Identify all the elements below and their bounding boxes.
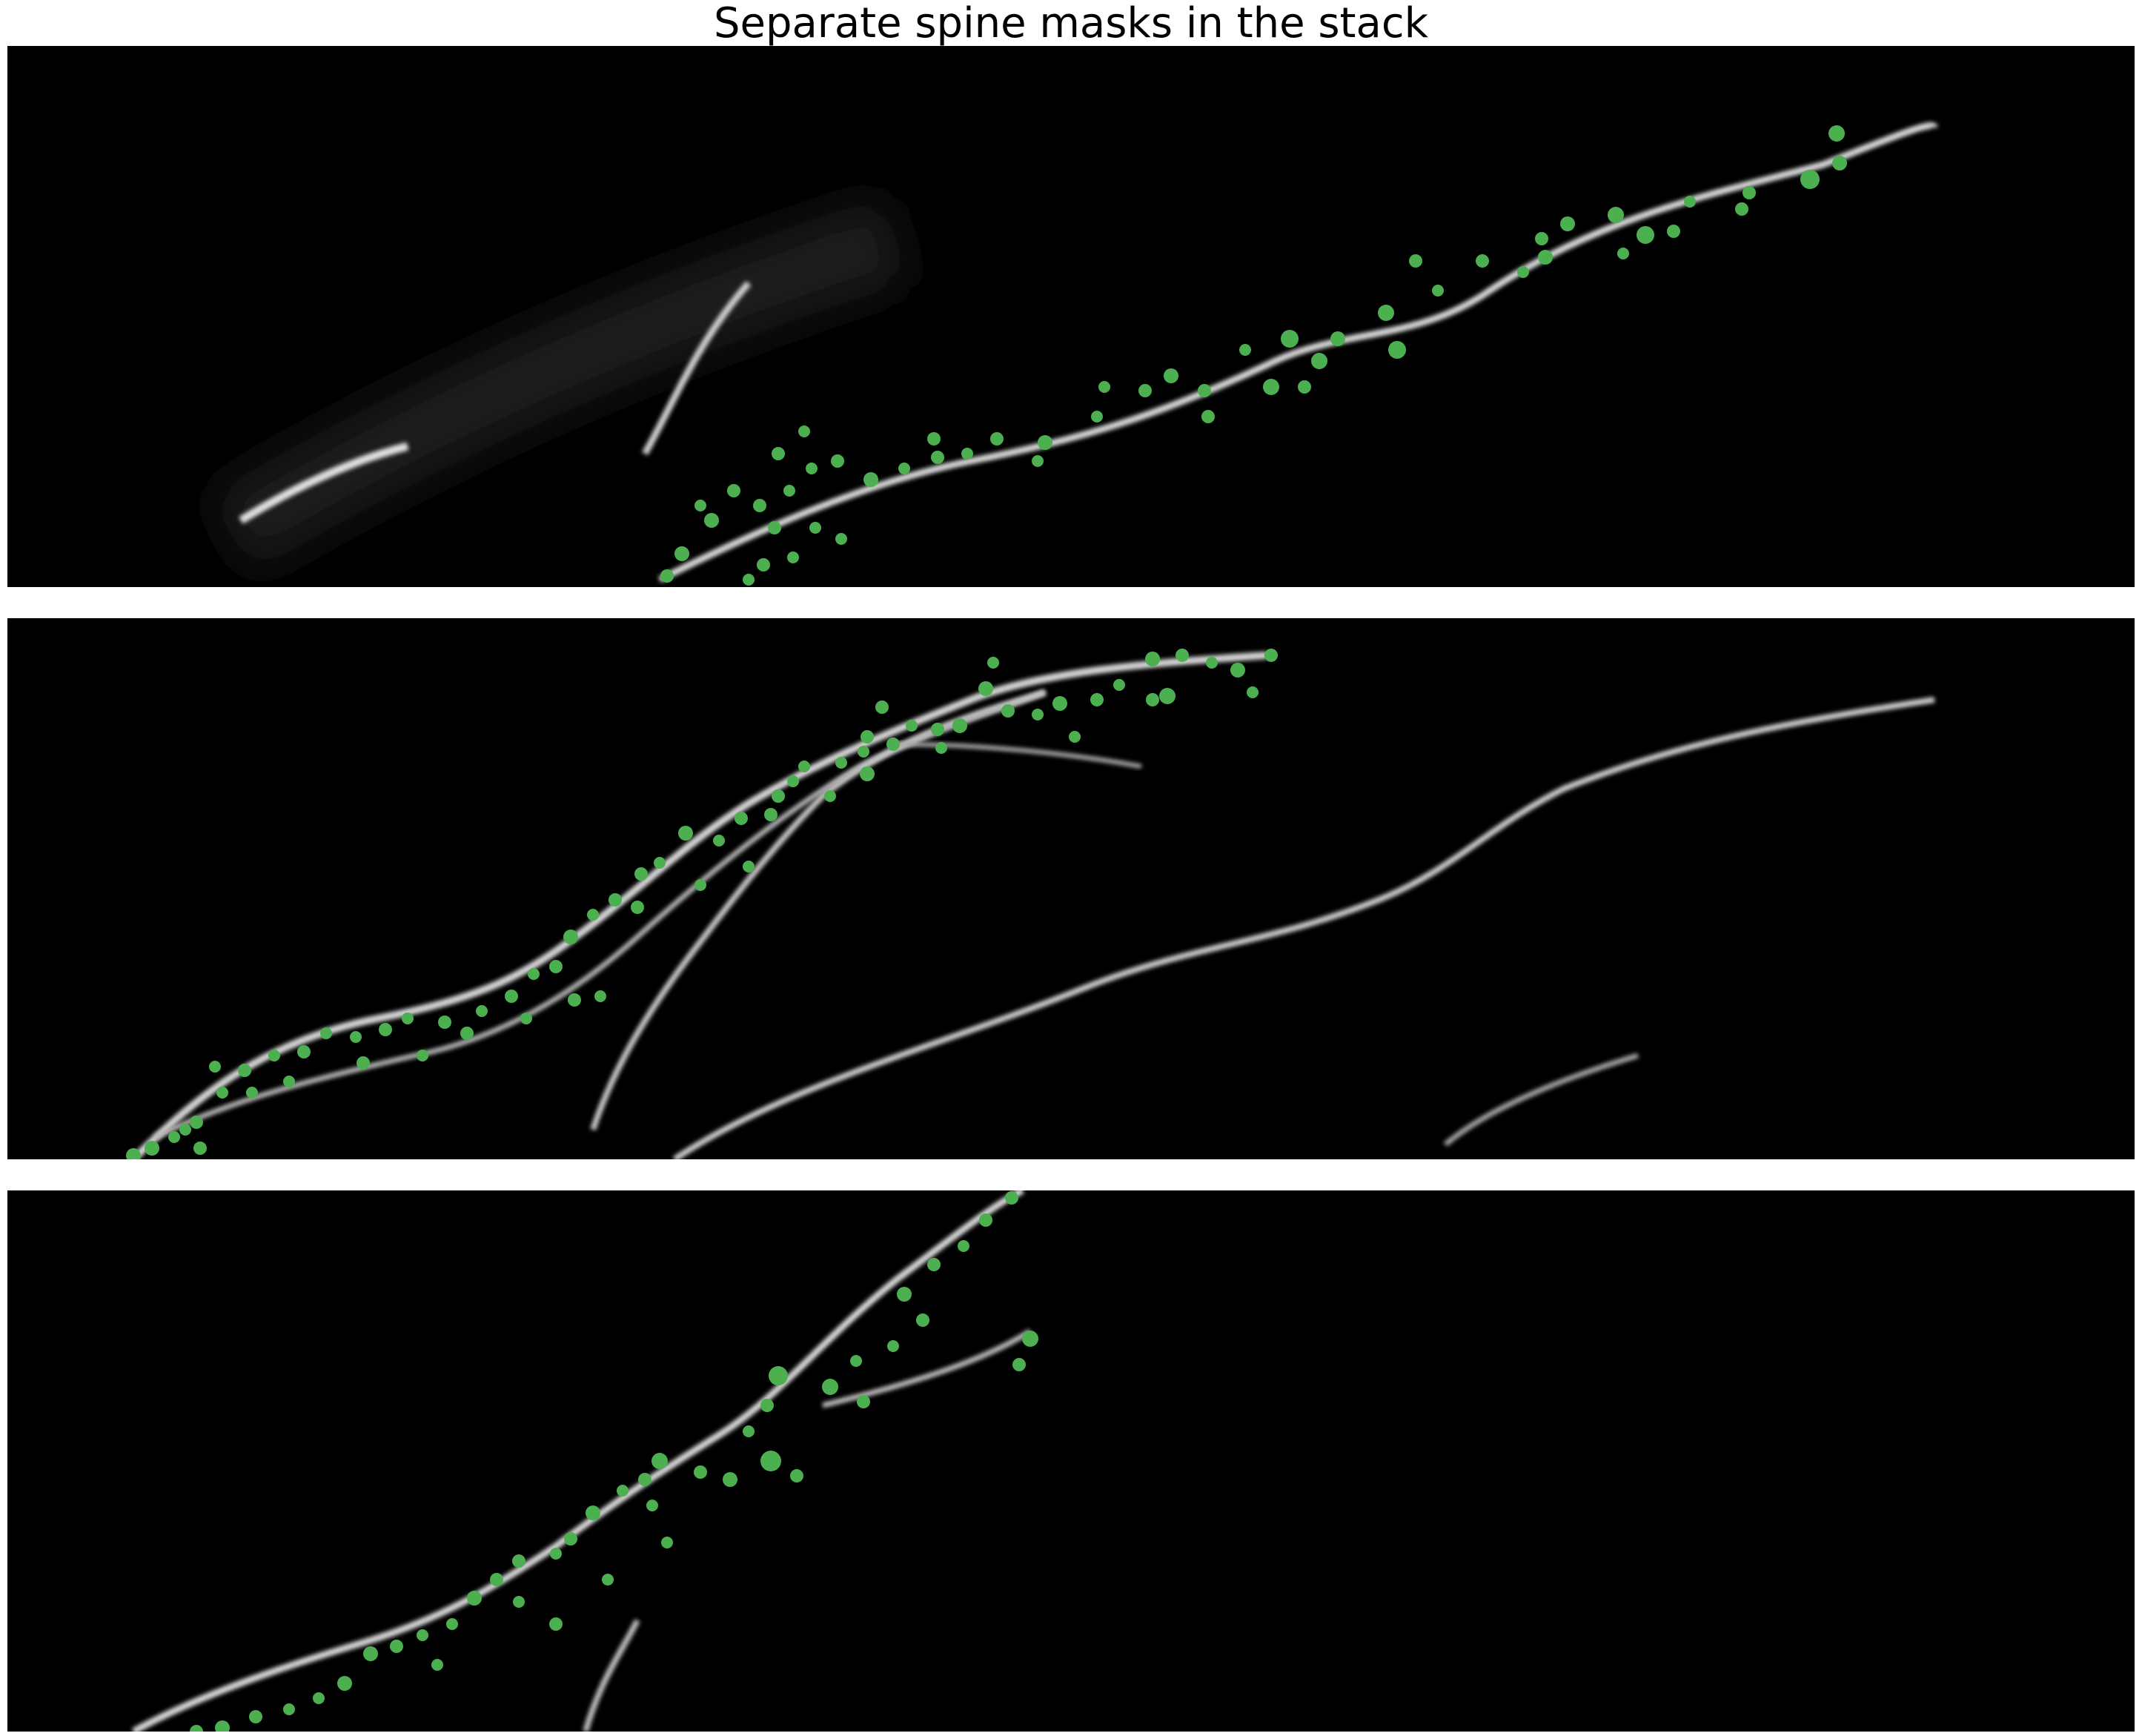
dendrite-branch <box>822 1329 1032 1408</box>
dendrite-main <box>131 1190 1025 1732</box>
dendrite-e <box>1443 1053 1639 1147</box>
panel-2-image <box>126 649 1935 1159</box>
panel-3-image <box>131 1190 1038 1732</box>
spine-masks <box>660 125 1847 586</box>
dendrite-small <box>583 1619 640 1732</box>
panel-1-image <box>207 122 1938 586</box>
stack-panel-3 <box>7 1190 2135 1732</box>
dendrite-left <box>239 442 409 524</box>
background-haze <box>207 196 911 574</box>
dendrite-f <box>896 742 1142 769</box>
dendrite-c <box>590 689 1047 1131</box>
stack-panel-1 <box>7 46 2135 587</box>
stack-panel-2 <box>7 618 2135 1159</box>
spine-masks <box>190 1191 1038 1732</box>
figure-title: Separate spine masks in the stack <box>713 0 1429 47</box>
spine-masks <box>126 649 1278 1159</box>
dendrite-d <box>672 697 1935 1159</box>
dendrite-upper <box>642 281 752 456</box>
